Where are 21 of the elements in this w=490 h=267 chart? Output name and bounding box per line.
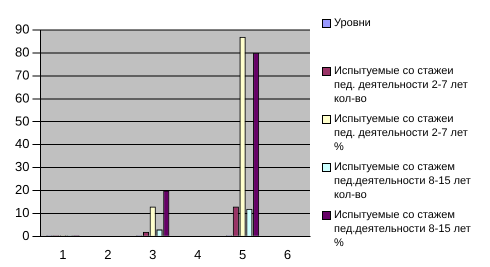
x-tick-label: 3 [149, 246, 156, 262]
y-tick-label: 50 [14, 113, 30, 128]
y-tick-label: 30 [14, 159, 30, 174]
y-tick-label: 20 [14, 182, 30, 198]
x-tick-label: 5 [239, 246, 246, 262]
y-tick-label: 40 [14, 136, 30, 152]
x-tick-label: 2 [104, 246, 112, 262]
y-tick-label: 0 [22, 228, 30, 243]
legend-label: Испытуемые со стажем пед.деятельности 8-15 лет кол-во [334, 160, 472, 202]
legend-label: Испытуемые со стажем пед.деятельности 8-15 лет % [334, 208, 472, 250]
y-tick-label: 90 [14, 22, 30, 37]
legend-label: Испытуемые со стажеи пед. деятельности 2-7 лет % [334, 112, 469, 154]
x-tick-label: 4 [194, 246, 202, 262]
y-tick-label: 60 [14, 90, 30, 106]
y-tick-label: 80 [14, 44, 30, 60]
y-tick-label: 10 [14, 205, 30, 220]
y-tick-label: 70 [14, 67, 30, 82]
x-tick-label: 1 [59, 246, 67, 262]
legend-label: Уровни [334, 16, 371, 30]
legend-label: Испытуемые со стажеи пед. деятельности 2-7 лет кол-во [334, 64, 469, 106]
x-tick-label: 6 [284, 246, 292, 262]
